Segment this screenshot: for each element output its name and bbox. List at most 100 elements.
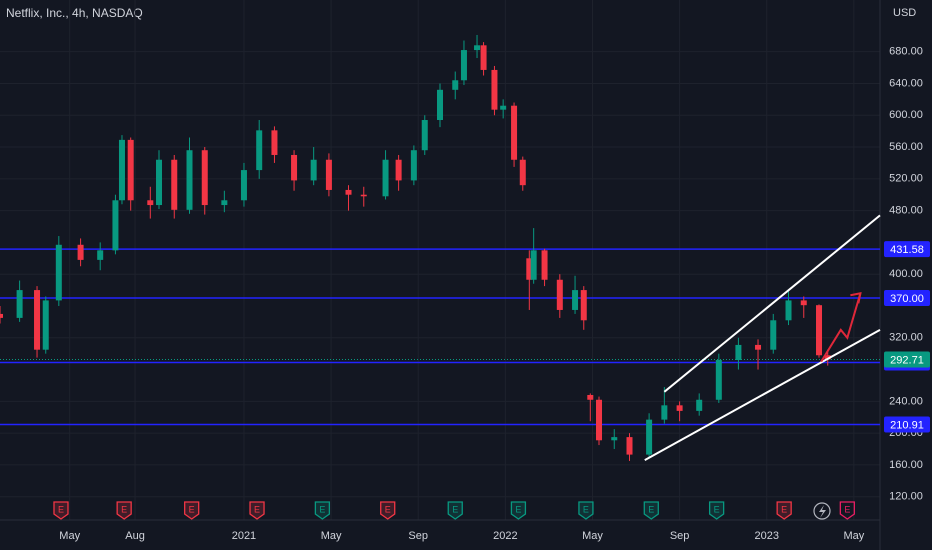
x-tick-label: 2021	[232, 530, 256, 542]
earnings-icon[interactable]: E	[643, 501, 659, 520]
earnings-icon[interactable]: E	[314, 501, 331, 520]
projection-arrowhead	[850, 291, 862, 304]
candle-body	[519, 159, 526, 186]
candle-body	[16, 290, 23, 318]
candle-body	[256, 130, 263, 171]
candle-body	[816, 305, 823, 356]
candle-body	[0, 313, 3, 318]
candle-body	[221, 200, 228, 206]
candle-body	[800, 300, 807, 306]
price-label-box	[884, 351, 930, 368]
candle-body	[421, 120, 428, 151]
candle-body	[735, 344, 742, 361]
x-tick-label: Aug	[125, 530, 145, 542]
earnings-icon[interactable]: E	[708, 501, 725, 520]
y-tick-label: 680.00	[889, 46, 923, 58]
candle-body	[42, 300, 49, 350]
candle-body	[661, 405, 668, 420]
x-tick-label: May	[321, 530, 342, 542]
candle-body	[360, 194, 367, 197]
y-tick-label: 240.00	[889, 395, 923, 407]
earnings-icon[interactable]: E	[776, 501, 792, 520]
candle-body	[587, 394, 594, 400]
candle-body	[460, 50, 467, 81]
y-tick-label: 560.00	[889, 141, 923, 153]
candle-body	[541, 250, 548, 280]
candle-body	[500, 105, 507, 110]
earnings-label: E	[648, 504, 654, 514]
candle-body	[147, 200, 154, 206]
earnings-icon[interactable]: E	[53, 501, 69, 520]
price-label-box	[884, 241, 930, 258]
candle-body	[676, 405, 683, 411]
y-tick-label: 160.00	[889, 459, 923, 471]
earnings-label: E	[385, 504, 391, 514]
price-label-box	[884, 290, 930, 307]
candle-body	[410, 150, 417, 181]
y-tick-label: 520.00	[889, 173, 923, 185]
candle-body	[596, 399, 603, 441]
earnings-label: E	[452, 504, 458, 514]
earnings-label: E	[583, 504, 589, 514]
earnings-badge	[578, 501, 594, 520]
earnings-label: E	[714, 504, 720, 514]
candle-body	[572, 290, 579, 310]
candle-body	[240, 170, 247, 201]
trendline	[644, 328, 881, 462]
candle-body	[77, 244, 84, 260]
candle-body	[556, 279, 563, 310]
candle-body	[437, 89, 443, 121]
earnings-label: E	[254, 504, 260, 514]
x-tick-label: May	[582, 530, 603, 542]
x-tick-label: Sep	[408, 530, 428, 542]
candle-body	[580, 290, 587, 321]
lightning-icon[interactable]	[813, 502, 831, 520]
earnings-icon[interactable]: E	[116, 501, 132, 520]
earnings-icon[interactable]: E	[510, 501, 527, 520]
candle-body	[112, 200, 119, 251]
price-label-box	[884, 416, 930, 433]
candle-body	[118, 139, 125, 201]
y-tick-label: 480.00	[889, 205, 923, 217]
earnings-icon[interactable]: E	[578, 501, 594, 520]
candle-body	[127, 139, 134, 201]
earnings-badge	[314, 501, 331, 520]
earnings-icon[interactable]: E	[184, 501, 200, 520]
earnings-label: E	[781, 504, 787, 514]
earnings-badge	[643, 501, 659, 520]
earnings-badge	[839, 501, 855, 520]
earnings-badge	[249, 501, 265, 520]
price-label: 210.91	[890, 419, 924, 431]
candle-body	[626, 437, 633, 455]
earnings-badge	[116, 501, 132, 520]
candle-body	[382, 159, 389, 197]
earnings-icon[interactable]: E	[447, 501, 463, 520]
y-tick-label: 400.00	[889, 268, 923, 280]
earnings-badge	[776, 501, 792, 520]
x-tick-label: May	[59, 530, 80, 542]
earnings-label: E	[319, 504, 325, 514]
chart-title: Netflix, Inc., 4h, NASDAQ	[6, 6, 143, 20]
x-tick-label: 2023	[754, 530, 778, 542]
candle-body	[34, 290, 41, 350]
candle-body	[646, 419, 653, 455]
candle-body	[325, 159, 332, 190]
candle-body	[526, 258, 533, 280]
earnings-badge	[447, 501, 463, 520]
earnings-icon[interactable]: E	[249, 501, 265, 520]
candle-body	[491, 69, 498, 110]
earnings-label: E	[515, 504, 521, 514]
earnings-icon[interactable]: E	[839, 501, 855, 520]
earnings-label: E	[58, 504, 64, 514]
earnings-icon[interactable]: E	[380, 501, 396, 520]
candle-body	[395, 159, 402, 181]
x-tick-label: May	[843, 530, 864, 542]
x-tick-label: Sep	[670, 530, 690, 542]
candle-body	[770, 320, 777, 350]
earnings-label: E	[121, 504, 127, 514]
price-label: 431.58	[890, 244, 924, 256]
candle-body	[785, 300, 792, 321]
earnings-badge	[380, 501, 396, 520]
